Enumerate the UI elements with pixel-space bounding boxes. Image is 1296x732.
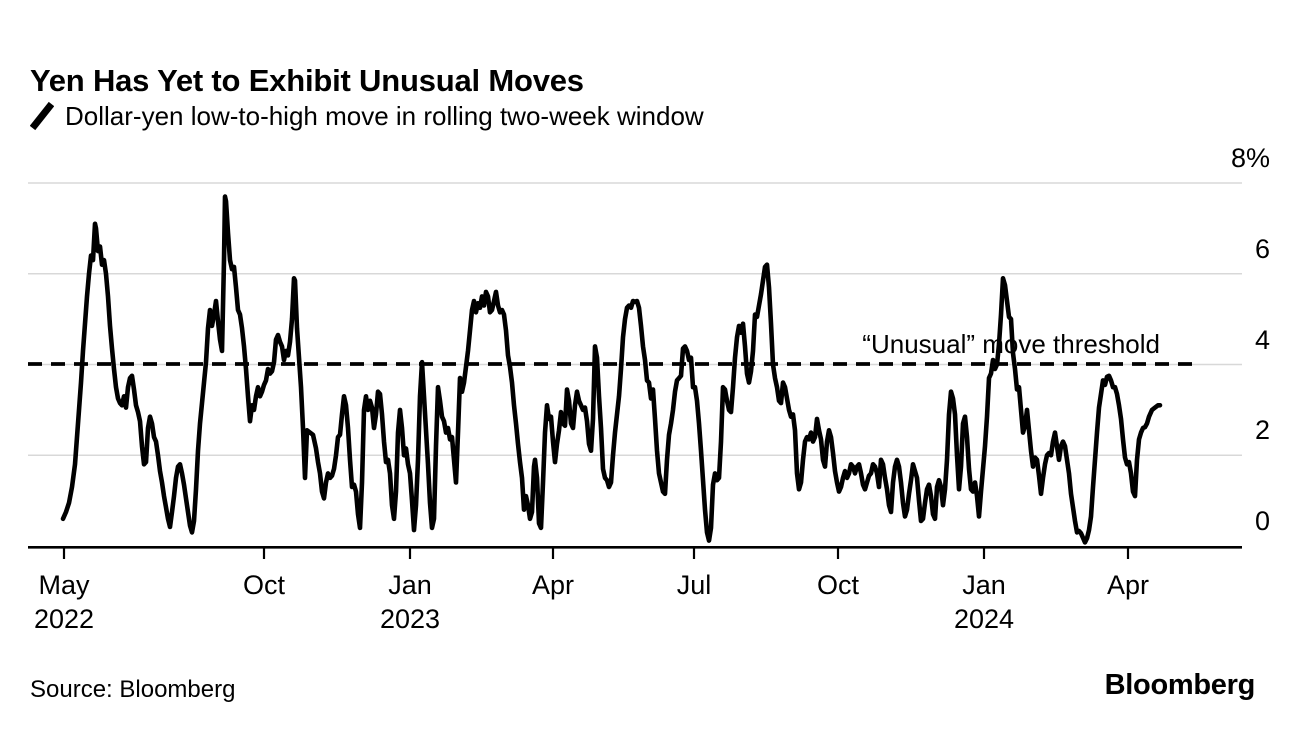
x-axis	[28, 545, 1242, 559]
x-tick-label: Apr	[1053, 568, 1203, 602]
legend: Dollar-yen low-to-high move in rolling t…	[30, 100, 704, 132]
y-tick-label: 4	[1254, 324, 1270, 355]
legend-label: Dollar-yen low-to-high move in rolling t…	[65, 100, 704, 131]
dollar-yen-series-line	[60, 194, 1163, 545]
x-tick-label: Oct	[189, 568, 339, 602]
y-tick-label: 0	[1254, 506, 1270, 536]
x-tick-month: Oct	[242, 570, 285, 600]
x-tick-year: 2024	[953, 604, 1015, 634]
x-tick-label: Apr	[478, 568, 628, 602]
x-tick-month: Jan	[388, 570, 432, 600]
bloomberg-logo: Bloomberg	[1104, 669, 1256, 701]
x-tick-label: Jul	[619, 568, 769, 602]
y-tick-label: 8%	[1230, 143, 1270, 173]
x-tick-label: Jan 2023	[335, 568, 485, 636]
x-tick-month: Oct	[816, 570, 859, 600]
x-tick-month: Jan	[962, 570, 1006, 600]
x-tick-month: Apr	[1106, 570, 1150, 600]
source-note: Source: Bloomberg	[30, 676, 236, 703]
y-tick-label: 2	[1254, 415, 1270, 446]
x-tick-year: 2022	[33, 604, 95, 634]
x-tick-month: Apr	[531, 570, 575, 600]
line-swatch-icon	[30, 101, 54, 131]
x-tick-year: 2023	[379, 604, 441, 634]
x-tick-month: Jul	[676, 570, 712, 600]
x-tick-label: Oct	[763, 568, 913, 602]
page-title: Yen Has Yet to Exhibit Unusual Moves	[30, 62, 584, 98]
threshold-label: “Unusual” move threshold	[862, 329, 1160, 359]
x-tick-month: May	[38, 570, 90, 600]
y-tick-label: 6	[1254, 233, 1270, 264]
x-tick-label: May 2022	[0, 568, 139, 636]
x-tick-label: Jan 2024	[909, 568, 1059, 636]
